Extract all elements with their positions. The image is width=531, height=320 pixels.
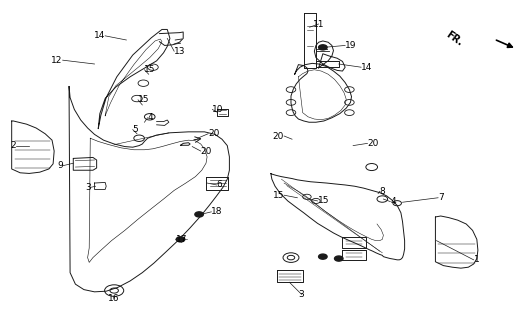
Circle shape — [195, 212, 203, 217]
Circle shape — [176, 237, 185, 242]
Text: 15: 15 — [318, 196, 329, 205]
Text: 20: 20 — [273, 132, 284, 140]
Text: 2: 2 — [10, 141, 16, 150]
Text: 15: 15 — [138, 95, 150, 104]
Text: 5: 5 — [133, 125, 139, 134]
Text: 17: 17 — [176, 236, 188, 244]
Text: 20: 20 — [208, 129, 219, 138]
Text: 11: 11 — [313, 20, 324, 28]
Text: 12: 12 — [52, 56, 63, 65]
Text: 9: 9 — [57, 161, 63, 170]
Text: 1: 1 — [474, 255, 479, 264]
Circle shape — [319, 254, 327, 259]
Text: 7: 7 — [438, 193, 444, 202]
Text: 3: 3 — [85, 183, 91, 192]
Text: 20: 20 — [367, 139, 379, 148]
Text: 15: 15 — [144, 65, 156, 74]
Text: 19: 19 — [345, 41, 357, 50]
Text: 20: 20 — [201, 147, 212, 156]
Text: 4: 4 — [148, 113, 153, 122]
Text: 8: 8 — [380, 187, 386, 196]
Text: 4: 4 — [390, 197, 396, 206]
Text: FR.: FR. — [444, 30, 465, 48]
Text: 6: 6 — [217, 180, 222, 189]
Text: 15: 15 — [272, 191, 284, 200]
Text: 13: 13 — [174, 47, 186, 56]
Text: 10: 10 — [212, 105, 224, 114]
Text: 14: 14 — [361, 63, 372, 72]
Circle shape — [319, 45, 327, 50]
Text: 14: 14 — [94, 31, 105, 40]
Text: 3: 3 — [299, 290, 304, 299]
Text: 16: 16 — [108, 294, 120, 303]
Text: 18: 18 — [211, 207, 223, 216]
Circle shape — [335, 256, 343, 261]
